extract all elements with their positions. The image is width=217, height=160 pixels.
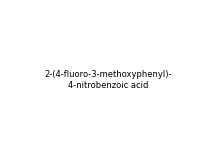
Text: 2-(4-fluoro-3-methoxyphenyl)-
4-nitrobenzoic acid: 2-(4-fluoro-3-methoxyphenyl)- 4-nitroben… bbox=[45, 70, 172, 90]
